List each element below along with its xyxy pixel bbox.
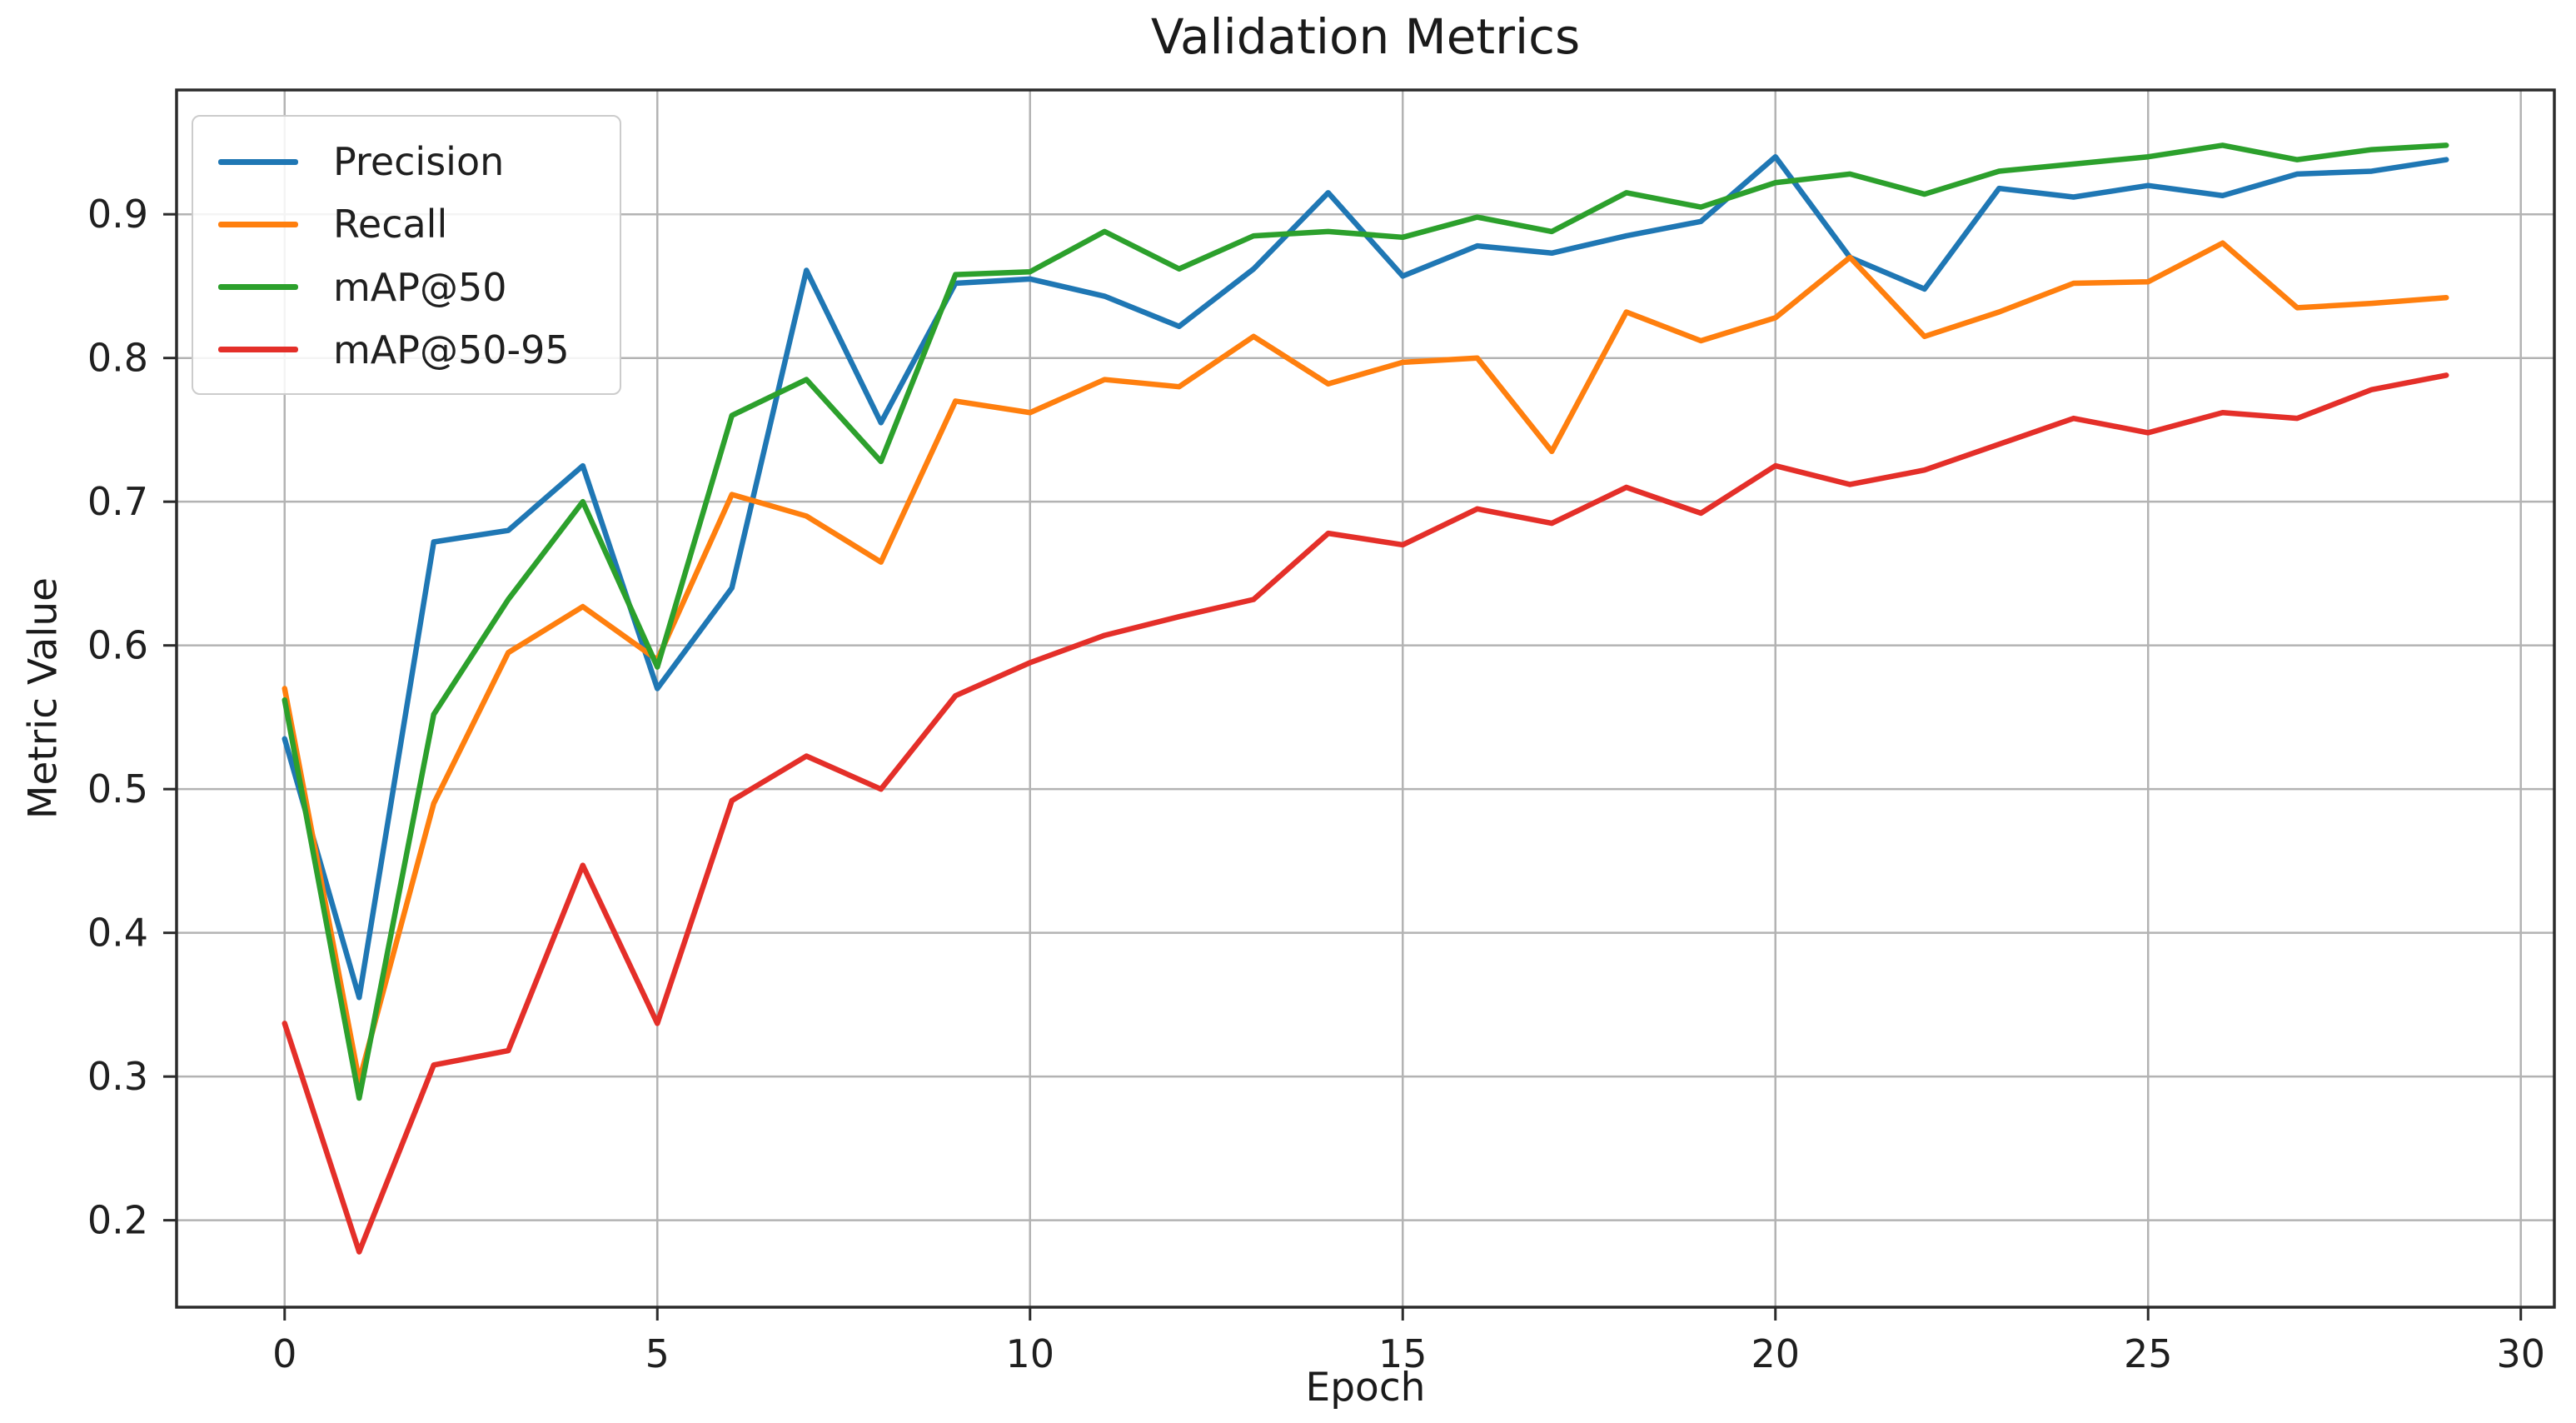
y-tick-label: 0.2	[87, 1198, 148, 1243]
y-tick-label: 0.4	[87, 911, 148, 956]
series-line-recall	[282, 240, 2449, 1084]
y-tick-label: 0.6	[87, 623, 148, 668]
series-line-map-50-95	[282, 372, 2449, 1255]
y-tick-label: 0.3	[87, 1054, 148, 1099]
plot-border	[175, 88, 2556, 1309]
x-tick-label: 15	[1378, 1331, 1428, 1376]
legend-item-recall: Recall	[193, 196, 620, 252]
legend-label: Recall	[333, 202, 448, 247]
x-tick-label: 20	[1751, 1331, 1800, 1376]
legend-swatch-icon	[218, 347, 298, 353]
x-tick-label: 30	[2496, 1331, 2545, 1376]
x-tick-label: 25	[2124, 1331, 2173, 1376]
x-tick-label: 0	[272, 1331, 296, 1376]
x-tick-label: 5	[645, 1331, 670, 1376]
legend-label: mAP@50	[333, 264, 507, 310]
legend-label: mAP@50-95	[333, 327, 570, 372]
series-line-map-50	[282, 142, 2449, 1101]
legend-swatch-icon	[218, 158, 298, 165]
legend-label: Precision	[333, 139, 505, 184]
legend-swatch-icon	[218, 284, 298, 291]
chart-title: Validation Metrics	[1150, 8, 1581, 65]
legend-item-map-50-95: mAP@50-95	[193, 322, 620, 378]
legend-swatch-icon	[218, 221, 298, 227]
y-tick-label: 0.7	[87, 479, 148, 524]
legend-box: Precision Recall mAP@50 mAP@50-95	[192, 115, 621, 395]
y-tick-label: 0.5	[87, 766, 148, 811]
x-tick-label: 10	[1005, 1331, 1054, 1376]
y-tick-label: 0.9	[87, 192, 148, 237]
legend-item-precision: Precision	[193, 133, 620, 190]
legend-item-map-50: mAP@50	[193, 259, 620, 316]
y-tick-label: 0.8	[87, 336, 148, 381]
x-axis-label: Epoch	[1305, 1365, 1426, 1411]
